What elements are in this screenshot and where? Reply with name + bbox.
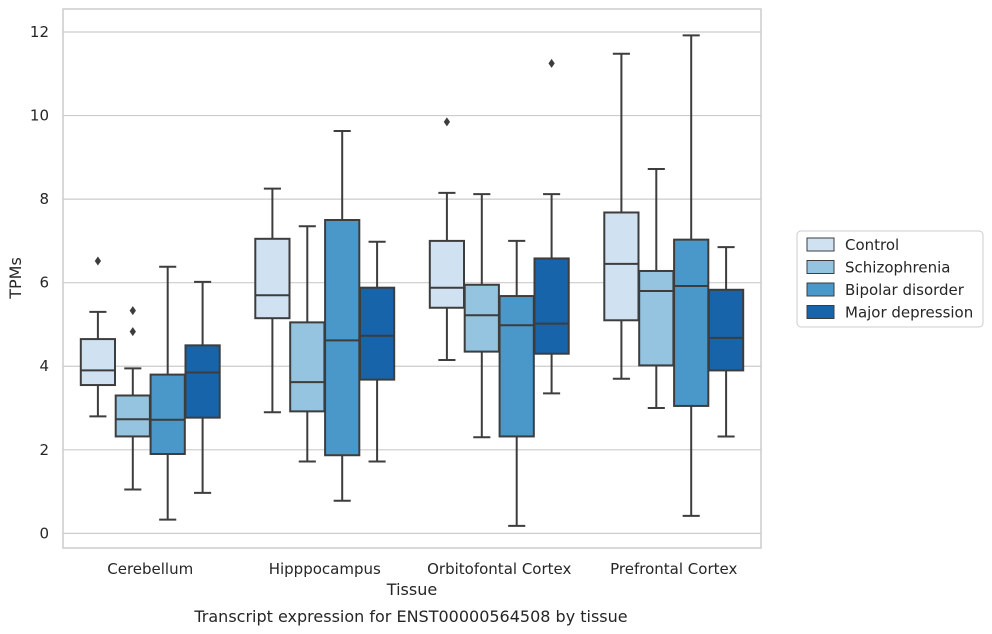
legend-label: Bipolar disorder <box>845 281 965 299</box>
y-tick-label: 12 <box>30 23 49 41</box>
y-tick-label: 10 <box>30 107 49 125</box>
legend-label: Control <box>845 236 899 254</box>
box-iqr <box>428 239 466 309</box>
box-major-depression <box>707 246 745 438</box>
outlier-point <box>94 256 102 266</box>
legend-swatch <box>806 305 835 319</box>
box-control <box>79 256 117 418</box>
box-major-depression <box>358 240 396 463</box>
legend: Control Schizophrenia Bipolar disorder Majo… <box>796 230 984 328</box>
y-tick-label: 2 <box>39 441 49 459</box>
box-iqr <box>707 288 745 372</box>
chart-caption: Transcript expression for ENST0000056450… <box>193 607 627 626</box>
x-tick-label: Hipppocampus <box>269 560 381 578</box>
legend-label: Major depression <box>845 304 973 322</box>
box-control <box>428 117 466 361</box>
box-schizophrenia <box>289 225 326 463</box>
plot-area-frame <box>62 8 762 549</box>
box-groups <box>79 34 745 527</box>
box-iqr <box>79 338 117 387</box>
box-iqr <box>638 269 675 367</box>
box-iqr <box>289 321 326 413</box>
outlier-point <box>129 327 136 337</box>
x-axis-label: Tissue <box>386 580 437 599</box>
box-control <box>603 52 640 380</box>
box-iqr <box>184 344 221 419</box>
box-schizophrenia <box>114 306 151 491</box>
x-tick-label: Cerebellum <box>107 560 193 578</box>
box-iqr <box>358 286 396 381</box>
outlier-point <box>548 58 555 68</box>
y-axis-ticks: 0 2 4 6 8 10 12 <box>30 23 49 542</box>
legend-entry: Schizophrenia <box>806 259 950 277</box>
box-bipolar-disorder <box>149 265 186 521</box>
x-tick-label: Prefrontal Cortex <box>610 560 737 578</box>
y-tick-label: 0 <box>39 524 49 542</box>
y-axis-label: TPMs <box>6 257 25 300</box>
box-bipolar-disorder <box>498 239 535 527</box>
box-iqr <box>533 257 570 355</box>
legend-frame <box>796 230 984 328</box>
box-schizophrenia <box>638 168 675 410</box>
y-tick-label: 4 <box>39 357 49 375</box>
legend-entry: Bipolar disorder <box>806 281 965 299</box>
box-iqr <box>324 219 361 457</box>
legend-swatch <box>806 260 835 274</box>
box-iqr <box>254 237 291 320</box>
box-iqr <box>603 211 640 322</box>
legend-swatch <box>806 237 835 252</box>
box-iqr <box>114 394 151 438</box>
box-bipolar-disorder <box>673 34 710 517</box>
box-major-depression <box>184 280 221 494</box>
box-iqr <box>498 295 535 438</box>
legend-label: Schizophrenia <box>845 259 950 277</box>
box-schizophrenia <box>463 193 500 439</box>
legend-entry: Major depression <box>806 304 973 322</box>
x-axis-ticks: Cerebellum Hipppocampus Orbitofontal Corte… <box>107 560 737 578</box>
outlier-point <box>443 117 451 127</box>
legend-swatch <box>806 282 835 297</box>
box-iqr <box>149 373 186 455</box>
outlier-point <box>129 306 136 316</box>
box-major-depression <box>533 58 570 395</box>
legend-entry: Control <box>806 236 899 254</box>
y-tick-label: 8 <box>39 190 49 208</box>
box-bipolar-disorder <box>324 130 361 502</box>
box-iqr <box>463 283 500 353</box>
y-tick-label: 6 <box>39 274 49 292</box>
x-tick-label: Orbitofontal Cortex <box>427 560 571 578</box>
box-iqr <box>673 238 710 407</box>
box-control <box>254 187 291 414</box>
